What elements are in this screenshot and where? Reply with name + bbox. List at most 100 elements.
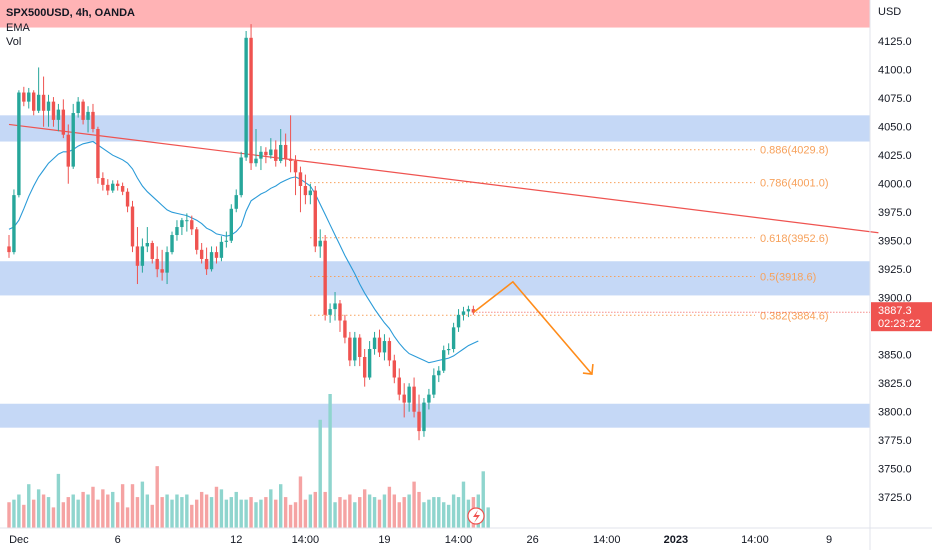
- sr-zone: [0, 403, 870, 428]
- candle-body: [36, 94, 41, 111]
- candle-body: [367, 349, 372, 378]
- volume-bar: [36, 489, 41, 528]
- candle-body: [348, 337, 352, 361]
- candle: [456, 309, 461, 332]
- y-tick-label: 3925.0: [878, 264, 912, 276]
- volume-bar: [41, 494, 46, 528]
- volume-legend[interactable]: Vol: [6, 36, 22, 48]
- volume-bar: [101, 489, 105, 528]
- candle-body: [101, 178, 105, 185]
- volume-bar: [195, 499, 199, 528]
- volume-bar: [244, 499, 248, 528]
- volume-bar: [377, 499, 382, 528]
- candle-body: [437, 370, 441, 376]
- y-tick-label: 3900.0: [878, 293, 912, 305]
- candle: [392, 354, 397, 384]
- volume-bar: [51, 507, 56, 528]
- candle-body: [66, 134, 70, 167]
- x-tick-label: 12: [230, 534, 242, 546]
- fib-layer: 0.886(4029.8) 0.786(4001.0) 0.618(3952.6) 0…: [310, 145, 829, 322]
- candle: [437, 366, 441, 383]
- candle: [442, 345, 446, 373]
- candle-body: [412, 386, 416, 412]
- last-price-value: 3887.3: [878, 305, 912, 317]
- candle: [111, 180, 115, 193]
- trendline: [8, 123, 879, 234]
- y-tick-label: 4125.0: [878, 36, 912, 48]
- candle: [155, 246, 159, 278]
- candle: [274, 140, 278, 167]
- volume-bar: [22, 504, 26, 528]
- volume-bar: [175, 494, 179, 528]
- volume-bar: [229, 497, 233, 528]
- candle: [130, 200, 135, 253]
- y-tick-label: 3750.0: [878, 464, 912, 476]
- volume-bar: [274, 499, 278, 528]
- volume-bar: [224, 499, 229, 528]
- x-tick-label: 2023: [664, 534, 688, 546]
- candle-body: [397, 377, 401, 395]
- volume-bar: [160, 497, 164, 528]
- y-tick-label: 4000.0: [878, 179, 912, 191]
- candle-body: [451, 327, 456, 350]
- volume-bar: [219, 489, 224, 528]
- candle-body: [130, 206, 135, 247]
- volume-bar: [76, 499, 80, 528]
- candle-body: [387, 341, 392, 361]
- candle: [313, 186, 317, 253]
- candle-body: [308, 190, 313, 196]
- volume-bar: [358, 497, 362, 528]
- candle-body: [353, 337, 357, 361]
- candle-body: [106, 184, 110, 191]
- candle-body: [313, 190, 317, 247]
- candle: [244, 30, 248, 161]
- candle: [140, 238, 145, 273]
- volume-bar: [27, 484, 31, 528]
- candle-body: [185, 220, 189, 222]
- candle-body: [224, 240, 229, 242]
- candle: [264, 147, 268, 164]
- candle-body: [27, 92, 31, 102]
- volume-bar: [303, 499, 308, 528]
- candle: [362, 349, 367, 387]
- candle: [12, 189, 16, 255]
- candle: [224, 231, 229, 248]
- volume-bar: [412, 481, 416, 528]
- volume-bar: [120, 484, 125, 528]
- volume-bar: [190, 504, 194, 528]
- candle-body: [333, 303, 337, 310]
- candle-body: [150, 243, 154, 259]
- volume-bar: [437, 497, 441, 528]
- volume-bar: [362, 489, 367, 528]
- volume-bar: [283, 497, 288, 528]
- candle-body: [254, 158, 258, 164]
- candle-body: [279, 144, 283, 161]
- candle-body: [318, 240, 322, 247]
- candle-body: [219, 241, 224, 258]
- candle: [234, 189, 238, 213]
- candle-body: [175, 227, 179, 236]
- candle-body: [180, 220, 184, 228]
- candle: [417, 394, 421, 441]
- volume-bar: [407, 494, 411, 528]
- candle-body: [195, 229, 199, 250]
- volume-bar: [387, 486, 392, 528]
- candle: [209, 246, 214, 272]
- candle-body: [61, 109, 66, 135]
- candle-body: [76, 101, 80, 114]
- ema-legend[interactable]: EMA: [6, 22, 30, 34]
- volume-bar: [353, 502, 357, 528]
- candle: [229, 204, 233, 243]
- volume-bar: [180, 497, 184, 528]
- candle-body: [190, 220, 194, 230]
- volume-bar: [343, 499, 347, 528]
- candle: [56, 103, 61, 132]
- candle-body: [22, 92, 26, 102]
- flash-icon-bolt: [473, 510, 480, 523]
- volume-bar: [259, 499, 263, 528]
- candle: [190, 215, 194, 236]
- candle: [27, 87, 31, 109]
- candle: [412, 377, 416, 418]
- candle: [135, 227, 140, 285]
